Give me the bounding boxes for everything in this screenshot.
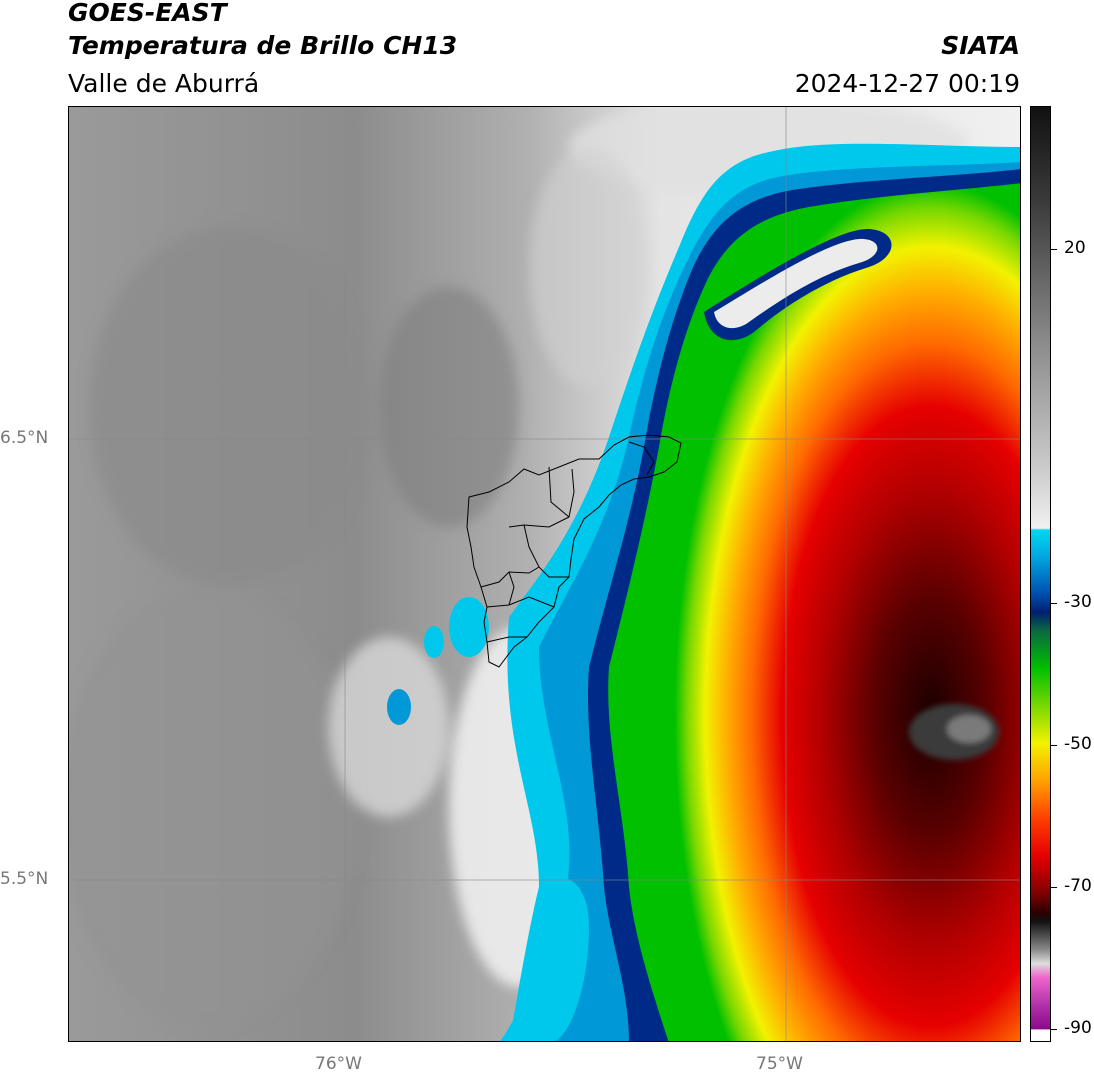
colorbar-label-minus70: -70 [1064,876,1092,896]
colorbar-tick-minus30 [1051,603,1057,604]
valley-boundaries [466,434,682,668]
colorbar-label-minus30: -30 [1064,592,1092,612]
colorbar-tick-minus50 [1051,745,1057,746]
colorbar-tick-minus70 [1051,887,1057,888]
timestamp-label: 2024-12-27 00:19 [794,69,1020,98]
map-canvas [69,107,1020,1041]
product-title: Temperatura de Brillo CH13 [68,31,458,60]
colorbar [1030,106,1051,1042]
region-subtitle: Valle de Aburrá [68,69,260,98]
lat-label-6.5: 6.5°N [0,428,49,448]
lon-label-75w: 75°W [756,1054,803,1074]
brightness-temperature-map[interactable] [68,106,1021,1042]
colorbar-label-minus90: -90 [1064,1018,1092,1038]
colorbar-canvas [1031,107,1050,1041]
colorbar-tick-20 [1051,249,1057,250]
colorbar-label-20: 20 [1064,238,1086,258]
colorbar-label-minus50: -50 [1064,734,1092,754]
cold-cloud-tops [909,704,999,760]
organization-label: SIATA [941,31,1020,60]
lon-label-76w: 76°W [315,1054,362,1074]
lat-label-5.5: 5.5°N [0,869,49,889]
northern-inclusion [704,228,892,341]
satellite-title: GOES-EAST [68,0,227,27]
colorbar-tick-minus90 [1051,1029,1057,1030]
gridlines [69,107,1020,1041]
colorbar-gradient [1031,107,1050,1041]
storm-core [608,183,1020,1041]
